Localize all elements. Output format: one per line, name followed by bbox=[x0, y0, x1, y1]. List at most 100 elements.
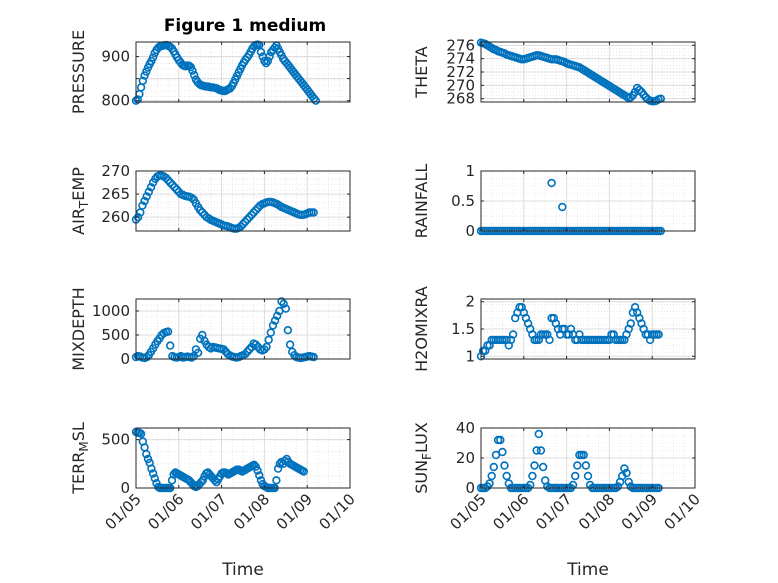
y-tick-label: 0 bbox=[120, 350, 130, 368]
data-point bbox=[268, 321, 278, 330]
axes-box bbox=[135, 170, 351, 232]
x-tick-label: 01/10 bbox=[661, 490, 704, 533]
x-tick-label: 01/09 bbox=[618, 490, 661, 533]
data-point bbox=[536, 446, 546, 455]
data-point bbox=[138, 76, 148, 86]
y-tick-label: 272 bbox=[446, 63, 475, 81]
data-point bbox=[502, 471, 511, 481]
data-point bbox=[573, 461, 582, 470]
y-tick-label: 900 bbox=[101, 48, 130, 66]
data-point bbox=[272, 476, 281, 485]
data-point bbox=[528, 471, 537, 481]
x-tick-label: 01/07 bbox=[187, 490, 230, 533]
y-tick-label: 274 bbox=[446, 50, 475, 68]
data-point bbox=[142, 352, 151, 362]
data-point bbox=[243, 215, 252, 224]
data-point bbox=[283, 326, 293, 335]
data-point bbox=[570, 471, 580, 481]
data-point bbox=[311, 96, 320, 105]
data-point bbox=[635, 85, 644, 95]
data-point bbox=[279, 299, 288, 308]
data-point bbox=[277, 297, 286, 306]
subplot-pressure: 800 900 PRESSURE bbox=[69, 30, 351, 114]
x-tick-label: 01/06 bbox=[489, 490, 532, 533]
data-point bbox=[273, 311, 282, 320]
y-axis-label: MIXDEPTH bbox=[69, 287, 88, 370]
y-tick-label: 268 bbox=[446, 90, 475, 108]
y-tick-label: 276 bbox=[446, 36, 475, 54]
data-point bbox=[136, 83, 146, 92]
data-point bbox=[144, 187, 154, 197]
data-point bbox=[142, 67, 151, 76]
data-point bbox=[251, 206, 261, 215]
data-point bbox=[265, 52, 274, 61]
subplot-rainfall: 0 0.5 1 RAINFALL bbox=[412, 162, 696, 240]
data-point bbox=[532, 446, 541, 455]
data-point bbox=[138, 201, 147, 210]
y-tick-label: 800 bbox=[101, 92, 130, 110]
data-point bbox=[545, 335, 554, 345]
data-point bbox=[251, 462, 261, 471]
y-tick-label: 0 bbox=[120, 479, 130, 497]
data-point bbox=[198, 476, 208, 485]
data-point bbox=[547, 178, 556, 188]
data-point bbox=[247, 210, 256, 220]
x-tick-label: 01/07 bbox=[532, 490, 575, 533]
y-axis-label: TERRMSL bbox=[69, 422, 91, 495]
data-point bbox=[498, 447, 507, 457]
y-tick-label: 1 bbox=[465, 162, 475, 180]
data-point bbox=[489, 462, 498, 472]
data-point bbox=[140, 71, 149, 80]
data-point bbox=[133, 95, 142, 104]
y-tick-label: 0 bbox=[465, 479, 475, 497]
y-tick-label: 0.5 bbox=[451, 192, 475, 210]
y-tick-label: 260 bbox=[101, 208, 130, 226]
y-tick-label: 270 bbox=[101, 162, 130, 180]
data-point bbox=[196, 206, 205, 215]
x-tick-label: 01/08 bbox=[575, 490, 618, 533]
data-point bbox=[187, 193, 196, 203]
data-point bbox=[256, 47, 266, 57]
data-point bbox=[281, 304, 290, 313]
data-point bbox=[163, 327, 173, 336]
y-axis-label: THETA bbox=[412, 46, 431, 98]
data-point bbox=[188, 66, 197, 75]
data-point bbox=[491, 450, 501, 460]
data-point bbox=[166, 341, 175, 350]
data-point bbox=[245, 345, 254, 354]
data-point bbox=[581, 461, 591, 470]
data-point bbox=[504, 479, 513, 488]
y-axis-label: AIRTEMP bbox=[69, 167, 91, 235]
data-point bbox=[309, 352, 318, 362]
figure-title: Figure 1 medium bbox=[164, 16, 326, 36]
data-point bbox=[147, 464, 156, 473]
data-point bbox=[251, 340, 261, 349]
y-axis-label: RAINFALL bbox=[412, 164, 431, 239]
data-point bbox=[496, 435, 505, 445]
y-axis-label: PRESSURE bbox=[69, 30, 88, 114]
subplot-air: 260 265 270 AIRTEMP bbox=[69, 162, 351, 235]
data-point bbox=[136, 429, 146, 438]
data-point bbox=[622, 468, 631, 478]
data-point bbox=[133, 213, 143, 222]
data-point bbox=[236, 222, 246, 231]
y-axis-label: SUNFLUX bbox=[412, 422, 434, 494]
y-tick-label: 20 bbox=[456, 449, 475, 467]
data-point bbox=[255, 471, 264, 480]
x-tick-label: 01/08 bbox=[230, 490, 273, 533]
data-point bbox=[654, 330, 663, 339]
data-point bbox=[190, 70, 199, 80]
data-point bbox=[142, 449, 151, 459]
data-point bbox=[309, 208, 318, 217]
data-point bbox=[245, 213, 254, 222]
y-tick-label: 500 bbox=[101, 326, 130, 344]
data-point bbox=[142, 192, 151, 201]
y-tick-label: 1000 bbox=[92, 302, 130, 320]
data-point bbox=[530, 461, 539, 470]
data-point bbox=[613, 482, 623, 491]
data-point bbox=[249, 460, 259, 469]
